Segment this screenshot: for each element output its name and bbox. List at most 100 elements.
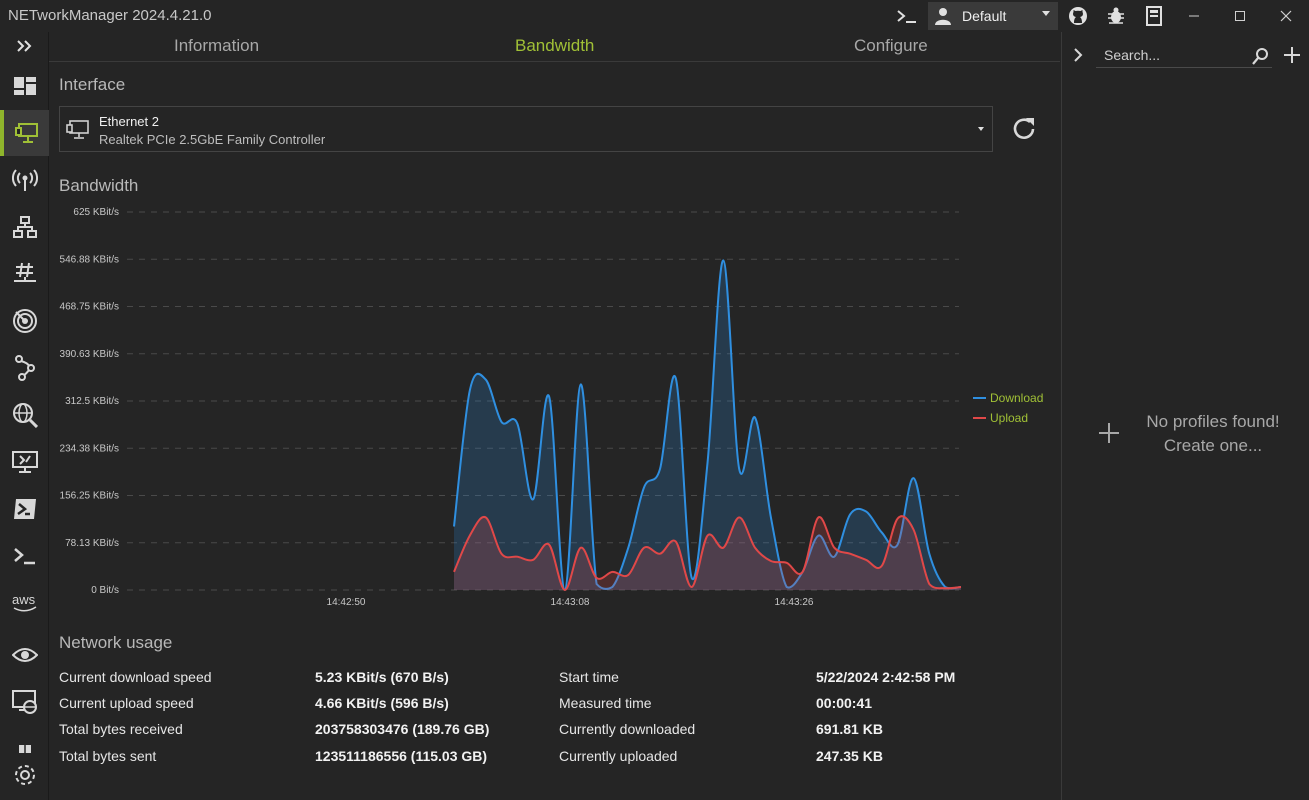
series-line-upload xyxy=(453,515,962,592)
y-tick-label: 312.5 KBit/s xyxy=(65,396,119,407)
y-tick-label: 78.13 KBit/s xyxy=(65,538,119,549)
wifi-icon xyxy=(11,169,38,191)
usage-value: 247.35 KB xyxy=(816,748,883,764)
x-tick-label: 14:43:08 xyxy=(551,597,590,608)
tab-configure[interactable]: Configure xyxy=(854,36,928,55)
nav-port-scanner[interactable] xyxy=(0,251,49,297)
maximize-button[interactable] xyxy=(1220,4,1260,28)
profile-name: Default xyxy=(962,8,1007,24)
interface-section-title: Interface xyxy=(59,75,126,94)
usage-label: Current download speed xyxy=(59,669,212,685)
y-tick-label: 390.63 KBit/s xyxy=(60,349,119,360)
usage-value: 4.66 KBit/s (596 B/s) xyxy=(315,695,449,711)
search-icon xyxy=(1252,48,1268,65)
refresh-button[interactable] xyxy=(1009,114,1043,144)
series-area-upload xyxy=(454,516,961,590)
expand-menu-button[interactable] xyxy=(0,32,49,60)
usage-section-title: Network usage xyxy=(59,633,173,652)
chevron-down-icon xyxy=(1042,11,1050,16)
usage-label: Total bytes received xyxy=(59,721,183,737)
close-button[interactable] xyxy=(1266,4,1306,28)
nav-remote-desktop[interactable] xyxy=(0,439,49,485)
nav-ip-scanner[interactable] xyxy=(0,204,49,250)
usage-label: Total bytes sent xyxy=(59,748,157,764)
nav-dns-lookup[interactable] xyxy=(0,392,49,438)
github-icon[interactable] xyxy=(1065,4,1091,28)
usage-label: Measured time xyxy=(559,695,652,711)
double-chevron-right-icon xyxy=(16,40,31,52)
traceroute-icon xyxy=(14,355,35,381)
powershell-icon xyxy=(13,499,36,519)
create-profile-button[interactable] xyxy=(1098,422,1120,449)
nav-tigervnc[interactable] xyxy=(0,632,49,678)
search-placeholder: Search... xyxy=(1104,47,1161,63)
collapse-panel-button[interactable] xyxy=(1072,47,1084,68)
dns-lookup-icon xyxy=(12,403,38,428)
nav-ping-monitor[interactable] xyxy=(0,298,49,344)
nav-aws[interactable]: aws xyxy=(0,580,49,626)
nav-more[interactable] xyxy=(0,732,49,760)
y-tick-label: 0 Bit/s xyxy=(91,585,119,596)
series-area-download xyxy=(454,260,961,590)
profiles-panel: Search... No profiles found! Create one.… xyxy=(1061,32,1309,800)
remote-desktop-icon xyxy=(11,451,38,473)
y-tick-label: 156.25 KBit/s xyxy=(60,491,119,502)
legend-label: Upload xyxy=(990,411,1028,425)
nav-putty[interactable] xyxy=(0,533,49,579)
create-profile-link[interactable]: Create one... xyxy=(1163,436,1263,455)
no-profiles-line: No profiles found! xyxy=(1146,412,1280,431)
main-content: Information Bandwidth Configure Interfac… xyxy=(49,32,1060,800)
plus-icon xyxy=(1099,423,1119,443)
bandwidth-chart: 625 KBit/s 546.88 KBit/s 468.75 KBit/s 390.… xyxy=(60,207,1044,608)
usage-value: 123511186556 (115.03 GB) xyxy=(315,748,488,764)
tab-bandwidth[interactable]: Bandwidth xyxy=(515,36,595,55)
y-tick-label: 468.75 KBit/s xyxy=(60,302,119,313)
nav-dashboard[interactable] xyxy=(0,63,49,109)
terminal-icon[interactable] xyxy=(894,4,920,28)
dashboard-icon xyxy=(13,77,36,95)
usage-value: 00:00:41 xyxy=(816,695,873,711)
usage-value: 5/22/2024 2:42:58 PM xyxy=(816,669,956,685)
documentation-icon[interactable] xyxy=(1141,4,1167,28)
no-profiles-message[interactable]: No profiles found! Create one... xyxy=(1128,410,1298,458)
tab-bar: Information Bandwidth Configure xyxy=(49,32,1060,62)
usage-value: 691.81 KB xyxy=(816,721,883,737)
nav-powershell[interactable] xyxy=(0,486,49,532)
x-tick-label: 14:43:26 xyxy=(775,597,814,608)
add-profile-button[interactable] xyxy=(1283,46,1301,69)
profile-search-input[interactable]: Search... xyxy=(1096,44,1272,68)
nav-web-console[interactable] xyxy=(0,679,49,725)
usage-value: 5.23 KBit/s (670 B/s) xyxy=(315,669,449,685)
web-console-icon xyxy=(11,690,37,714)
series-line-download xyxy=(453,259,962,592)
nav-network-interface[interactable] xyxy=(0,110,49,156)
nav-wifi[interactable] xyxy=(0,157,49,203)
minimize-button[interactable] xyxy=(1174,4,1214,28)
refresh-icon xyxy=(1013,118,1035,139)
bug-icon[interactable] xyxy=(1103,4,1129,28)
tab-information[interactable]: Information xyxy=(174,36,260,55)
putty-icon xyxy=(13,548,35,565)
y-tick-label: 234.38 KBit/s xyxy=(60,443,119,454)
usage-value: 203758303476 (189.76 GB) xyxy=(315,721,490,737)
usage-label: Current upload speed xyxy=(59,695,194,711)
profile-select[interactable]: Default xyxy=(928,2,1058,30)
svg-text:aws: aws xyxy=(12,592,36,607)
network-interface-icon xyxy=(14,123,38,143)
chevron-down-icon xyxy=(978,127,984,131)
network-interface-icon xyxy=(66,120,89,139)
nav-traceroute[interactable] xyxy=(0,345,49,391)
usage-label: Start time xyxy=(559,669,619,685)
interface-select[interactable]: Ethernet 2 Realtek PCIe 2.5GbE Family Co… xyxy=(59,106,993,152)
plus-icon xyxy=(1284,47,1300,63)
nav-settings[interactable] xyxy=(0,752,49,798)
more-icon xyxy=(18,745,31,753)
usage-label: Currently uploaded xyxy=(559,748,678,764)
chevron-right-icon xyxy=(1074,48,1083,62)
ip-scanner-icon xyxy=(12,216,37,238)
title-bar: NETworkManager 2024.4.21.0 Default xyxy=(0,0,1309,32)
app-title: NETworkManager 2024.4.21.0 xyxy=(8,7,212,24)
interface-description: Realtek PCIe 2.5GbE Family Controller xyxy=(99,132,326,147)
settings-icon xyxy=(14,765,35,785)
y-tick-label: 625 KBit/s xyxy=(73,207,119,218)
